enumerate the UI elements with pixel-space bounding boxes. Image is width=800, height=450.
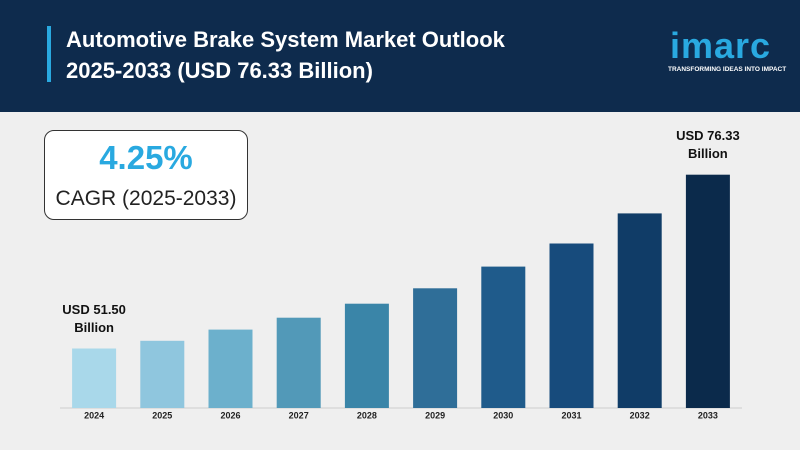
header: Automotive Brake System Market Outlook 2… [0,0,800,112]
x-tick-label: 2024 [84,410,104,420]
logo: imarc [670,25,772,66]
x-tick-label: 2029 [425,410,445,420]
chart-title: Automotive Brake System Market Outlook 2… [66,27,505,83]
cagr-value: 4.25% [99,139,193,176]
x-tick-label: 2031 [561,410,581,420]
cagr-box: 4.25% CAGR (2025-2033) [44,130,248,220]
bar [72,348,117,408]
bar [685,174,730,408]
value-label: USD 76.33 Billion [676,127,740,161]
bar [617,213,662,408]
x-tick-label: 2032 [630,410,650,420]
bar [413,288,458,408]
cagr-label: CAGR (2025-2033) [55,187,237,210]
bar [276,317,321,408]
bar [481,266,526,408]
x-tick-label: 2028 [357,410,377,420]
logo-tagline: TRANSFORMING IDEAS INTO IMPACT [668,66,787,73]
x-tick-label: 2025 [152,410,172,420]
accent-bar [47,26,51,82]
value-label: USD 51.50 Billion [62,301,126,335]
bar [344,303,389,408]
x-tick-label: 2027 [289,410,309,420]
x-tick-label: 2033 [698,410,718,420]
bar [208,329,253,408]
x-tick-label: 2030 [493,410,513,420]
bar [549,243,594,408]
x-tick-label: 2026 [220,410,240,420]
bar [140,340,185,408]
